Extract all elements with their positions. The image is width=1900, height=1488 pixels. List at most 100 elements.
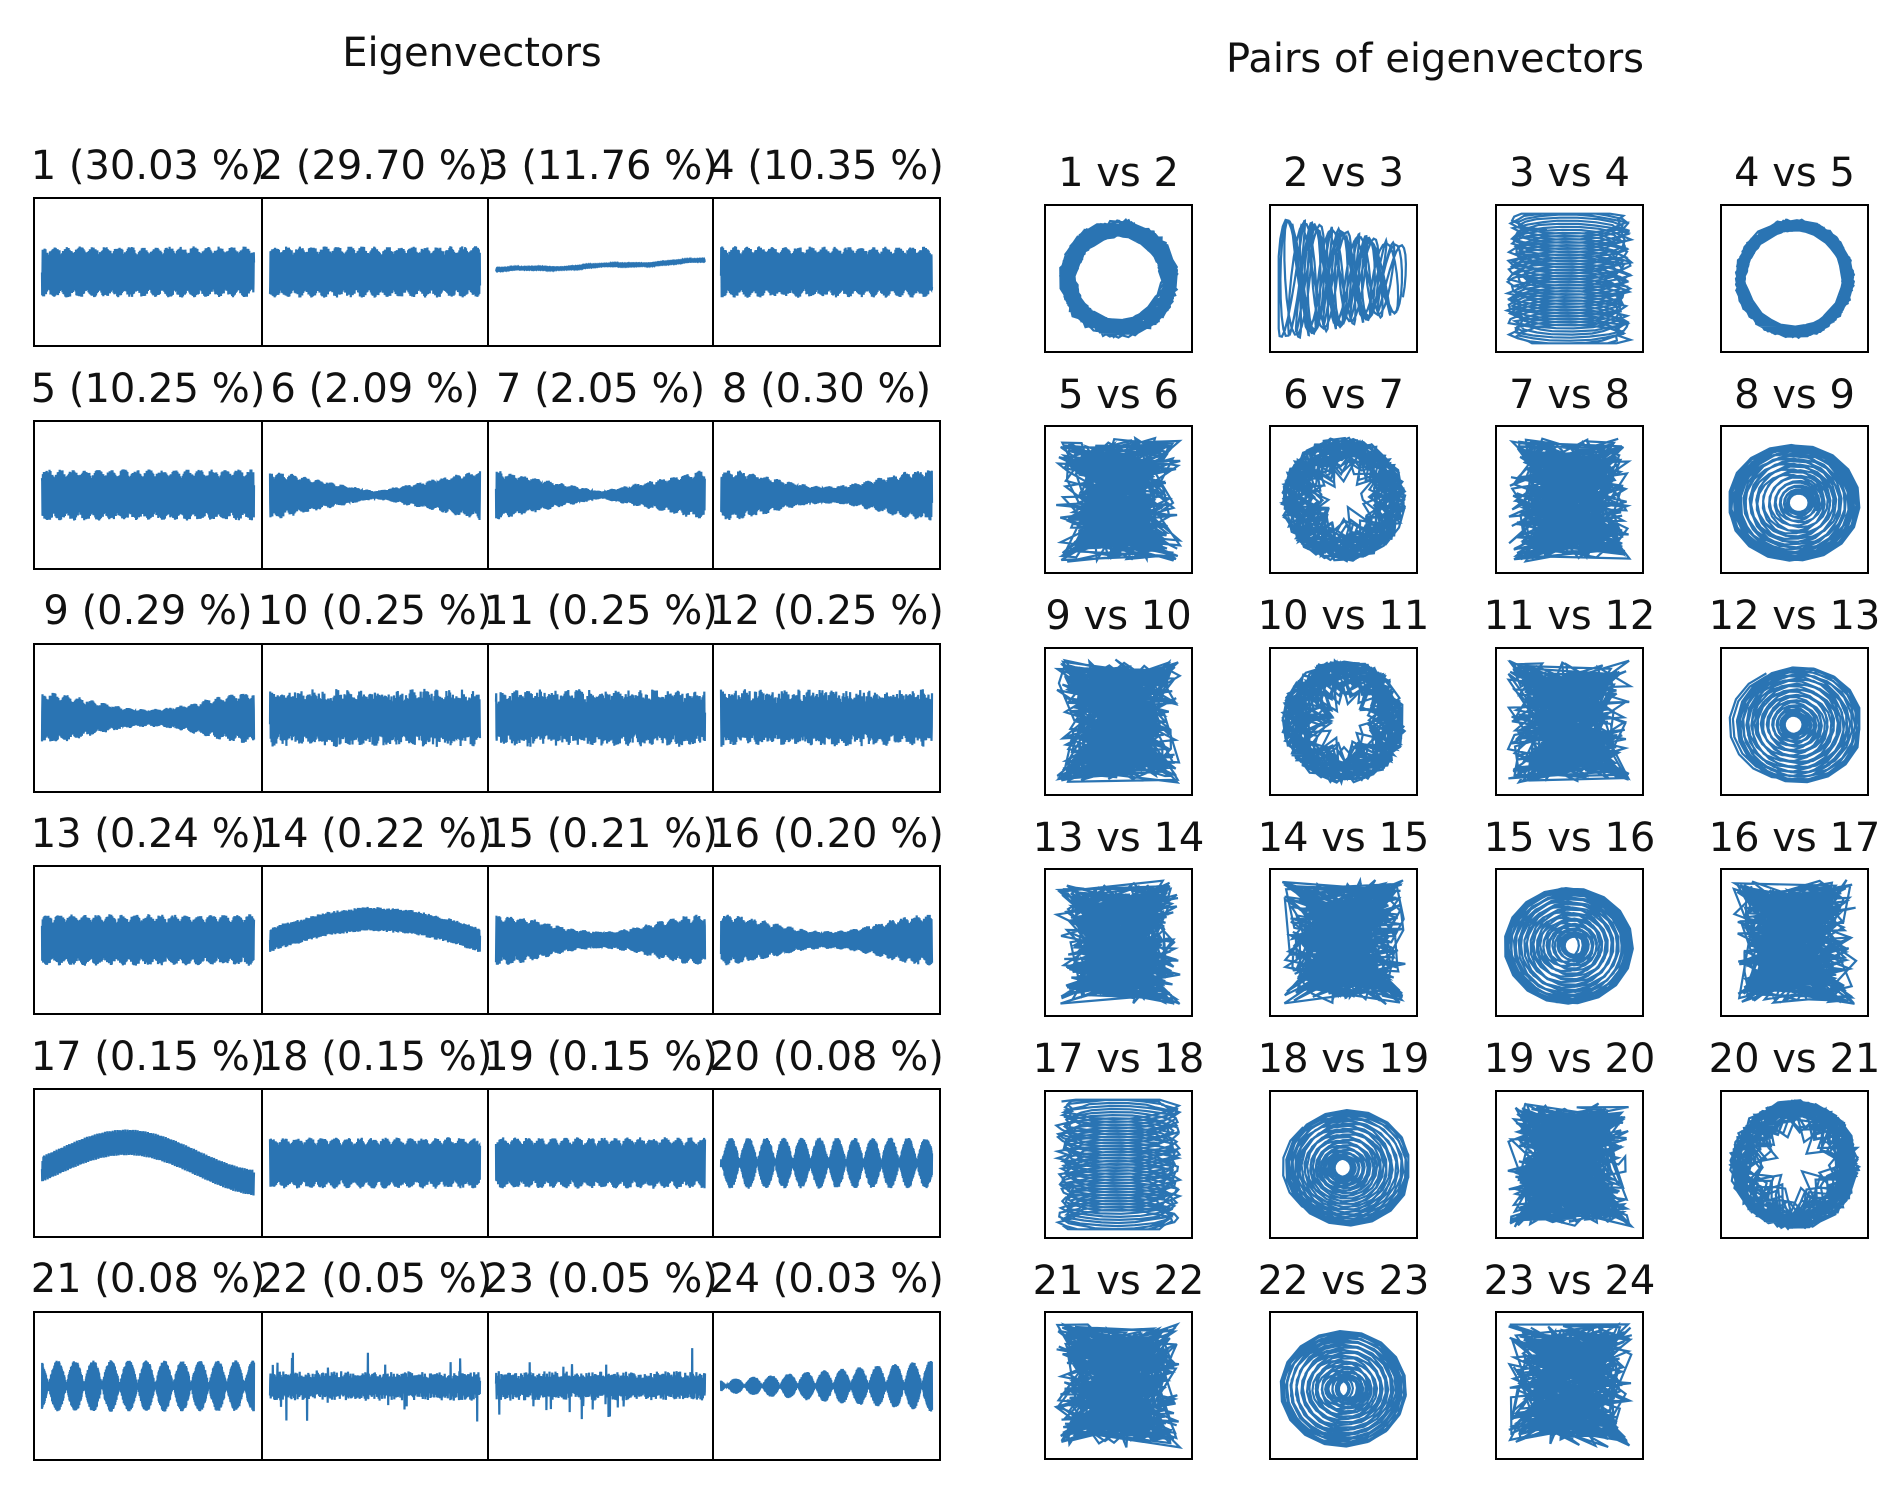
- eigenvector-12-line: [719, 689, 934, 747]
- pair-3-trajectory: [1503, 212, 1635, 345]
- pair-20-trajectory: [1728, 1099, 1862, 1231]
- pair-1-title: 1 vs 2: [1058, 150, 1179, 196]
- eigenvector-19-title: 19 (0.15 %): [483, 1034, 718, 1080]
- pair-16-title: 16 vs 17: [1708, 815, 1881, 861]
- pair-21-frame: [1044, 1311, 1193, 1460]
- pair-8-frame: [1720, 425, 1869, 574]
- pair-18-title: 18 vs 19: [1257, 1036, 1430, 1082]
- eigenvector-4-title: 4 (10.35 %): [709, 143, 944, 189]
- pair-3-title: 3 vs 4: [1509, 150, 1630, 196]
- pair-12-title: 12 vs 13: [1708, 593, 1881, 639]
- pair-8-trajectory: [1728, 443, 1861, 562]
- pair-23-frame: [1495, 1311, 1644, 1460]
- eigenvector-15-line: [494, 914, 707, 965]
- pair-9-trajectory: [1053, 658, 1182, 784]
- pair-11-title: 11 vs 12: [1483, 593, 1656, 639]
- pair-13-trajectory: [1053, 879, 1181, 1006]
- pair-22-trajectory: [1279, 1329, 1407, 1448]
- eigenvector-2-line: [268, 246, 482, 298]
- pair-4-title: 4 vs 5: [1734, 150, 1855, 196]
- pair-1-frame: [1044, 204, 1193, 353]
- pair-10-frame: [1269, 647, 1418, 796]
- eigenvector-8-line: [720, 470, 934, 521]
- pair-21-title: 21 vs 22: [1032, 1258, 1205, 1304]
- eigenvector-16-title: 16 (0.20 %): [709, 811, 944, 857]
- eigenvector-18-title: 18 (0.15 %): [257, 1034, 493, 1080]
- eigenvector-17-line: [40, 1129, 256, 1196]
- pair-18-trajectory: [1282, 1108, 1410, 1227]
- eigenvector-7-line: [494, 470, 706, 520]
- eigenvector-5-title: 5 (10.25 %): [30, 366, 266, 412]
- eigenvector-6-line: [268, 471, 482, 521]
- pair-6-frame: [1269, 425, 1418, 574]
- pair-2-frame: [1269, 204, 1418, 353]
- eigenvector-15-title: 15 (0.21 %): [483, 811, 718, 857]
- eigenvector-17-title: 17 (0.15 %): [30, 1034, 266, 1080]
- eigenvector-24-line: [719, 1360, 934, 1412]
- pair-21-trajectory: [1053, 1322, 1184, 1449]
- eigenvector-9-title: 9 (0.29 %): [43, 588, 253, 634]
- pair-2-trajectory: [1277, 218, 1408, 340]
- pair-19-frame: [1495, 1090, 1644, 1239]
- pair-13-frame: [1044, 868, 1193, 1017]
- eigenvector-16-line: [719, 914, 934, 966]
- pair-17-trajectory: [1053, 1098, 1183, 1231]
- pair-17-title: 17 vs 18: [1032, 1036, 1205, 1082]
- eigenvector-6-title: 6 (2.09 %): [270, 366, 480, 412]
- pair-11-trajectory: [1506, 659, 1634, 785]
- eigenvector-20-line: [719, 1137, 934, 1189]
- pair-5-title: 5 vs 6: [1058, 372, 1179, 418]
- pairs-title: Pairs of eigenvectors: [1225, 36, 1645, 82]
- eigenvector-10-title: 10 (0.25 %): [257, 588, 493, 634]
- eigenvector-10-line: [268, 688, 482, 747]
- pair-2-title: 2 vs 3: [1283, 150, 1404, 196]
- eigenvector-11-title: 11 (0.25 %): [483, 588, 718, 634]
- eigenvector-22-title: 22 (0.05 %): [257, 1256, 493, 1302]
- pair-3-frame: [1495, 204, 1644, 353]
- pair-10-trajectory: [1280, 658, 1407, 787]
- eigenvector-21-line: [40, 1360, 256, 1412]
- pair-22-frame: [1269, 1311, 1418, 1460]
- pair-11-frame: [1495, 647, 1644, 796]
- eigenvectors-title: Eigenvectors: [342, 30, 602, 76]
- pair-9-title: 9 vs 10: [1045, 593, 1192, 639]
- eigenvector-3-line: [495, 256, 706, 274]
- pair-7-trajectory: [1508, 437, 1633, 563]
- eigenvector-12-title: 12 (0.25 %): [709, 588, 944, 634]
- pair-14-frame: [1269, 868, 1418, 1017]
- pair-12-frame: [1720, 647, 1869, 796]
- eigenvector-14-title: 14 (0.22 %): [257, 811, 493, 857]
- eigenvector-23-line: [494, 1348, 707, 1420]
- eigenvector-4-line: [719, 246, 934, 298]
- eigenvector-5-line: [40, 469, 256, 521]
- pair-4-frame: [1720, 204, 1869, 353]
- pair-16-trajectory: [1730, 879, 1858, 1005]
- pair-5-frame: [1044, 425, 1193, 574]
- pair-13-title: 13 vs 14: [1032, 815, 1205, 861]
- pair-22-title: 22 vs 23: [1257, 1258, 1430, 1304]
- pair-19-title: 19 vs 20: [1483, 1036, 1656, 1082]
- eigenvector-11-line: [494, 689, 707, 747]
- eigenvector-9-line: [40, 692, 256, 743]
- eigenvector-1-line: [40, 246, 256, 298]
- eigenvector-21-title: 21 (0.08 %): [30, 1256, 266, 1302]
- pair-19-trajectory: [1507, 1102, 1635, 1229]
- pair-7-title: 7 vs 8: [1509, 372, 1630, 418]
- pair-5-trajectory: [1054, 435, 1184, 564]
- pair-18-frame: [1269, 1090, 1418, 1239]
- pair-14-trajectory: [1281, 876, 1406, 1006]
- pair-16-frame: [1720, 868, 1869, 1017]
- pair-20-frame: [1720, 1090, 1869, 1239]
- pair-1-trajectory: [1058, 217, 1179, 339]
- pair-15-trajectory: [1504, 886, 1634, 1005]
- eigenvector-14-line: [268, 906, 482, 952]
- eigenvector-19-line: [494, 1137, 707, 1189]
- eigenvector-13-line: [40, 914, 256, 966]
- eigenvector-22-line: [268, 1352, 482, 1422]
- pair-23-title: 23 vs 24: [1483, 1258, 1656, 1304]
- pair-9-frame: [1044, 647, 1193, 796]
- pair-15-title: 15 vs 16: [1483, 815, 1656, 861]
- pair-17-frame: [1044, 1090, 1193, 1239]
